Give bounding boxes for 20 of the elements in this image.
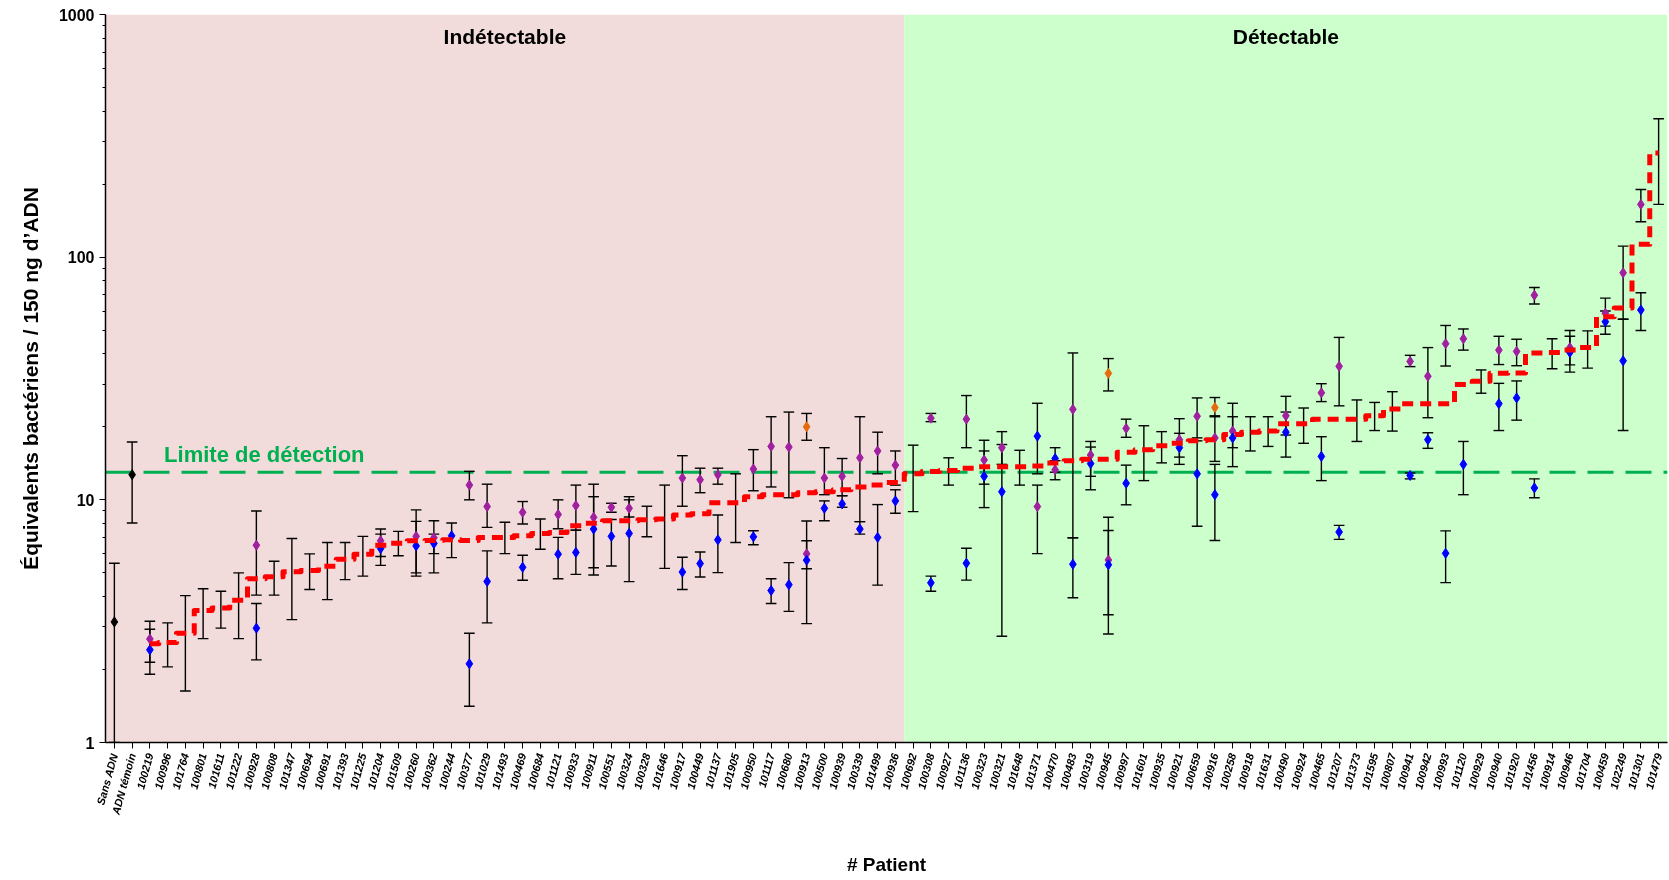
y-tick-label: 1 [85, 734, 95, 752]
x-tick-label: 100911 [578, 751, 600, 790]
x-tick-label: 101704 [1572, 751, 1594, 791]
x-tick-label: 101601 [1128, 751, 1150, 791]
x-tick-label: 101646 [649, 751, 671, 791]
x-tick-label: 100941 [1394, 751, 1416, 791]
y-tick-label: 1000 [58, 6, 95, 24]
band-label: Détectable [1232, 24, 1339, 48]
band-label: Indétectable [443, 24, 567, 48]
x-tick-label: 100321 [986, 751, 1008, 791]
x-tick-label: 100993 [1430, 751, 1452, 791]
ref-line-label: Limite de détection [164, 442, 365, 468]
x-tick-label: 100927 [933, 751, 955, 791]
x-tick-label: 101301 [1625, 751, 1647, 791]
y-tick-label: 100 [67, 249, 95, 267]
x-tick-label: 100996 [152, 751, 174, 791]
x-tick-label: 100924 [1288, 751, 1310, 791]
y-tick-label: 10 [76, 491, 95, 509]
x-axis-title: # Patient [846, 854, 927, 876]
y-axis-title: Équivalents bactériens / 150 ng d’ADN [18, 187, 42, 570]
